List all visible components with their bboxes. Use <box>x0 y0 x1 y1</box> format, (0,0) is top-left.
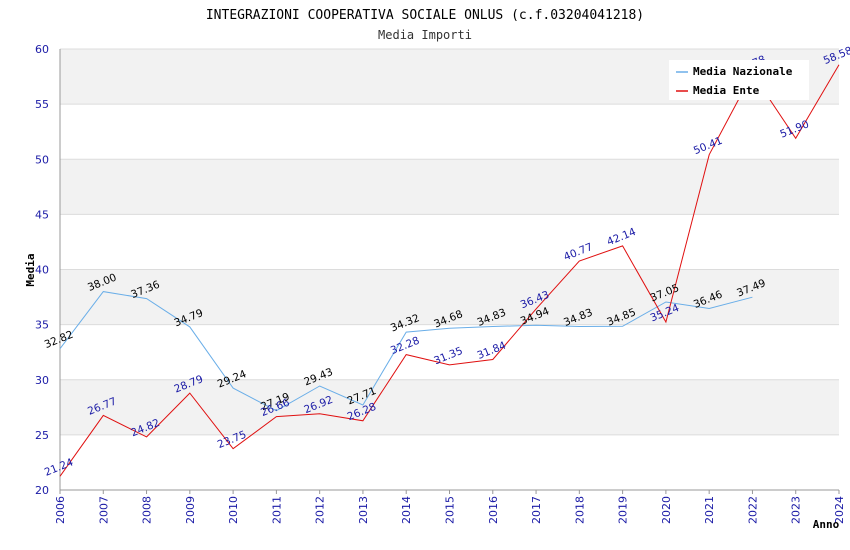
y-tick-label: 20 <box>35 484 49 497</box>
data-label: 50.41 <box>692 135 724 157</box>
legend-label-media-nazionale: Media Nazionale <box>693 65 793 78</box>
y-tick-labels: 20 25 30 35 40 45 50 55 60 <box>35 43 49 497</box>
grid-bands <box>60 49 839 435</box>
x-tick-label: 2018 <box>573 496 586 524</box>
y-tick-label: 60 <box>35 43 49 56</box>
legend-label-media-ente: Media Ente <box>693 84 760 97</box>
y-tick-label: 40 <box>35 264 49 277</box>
data-label: 32.82 <box>43 329 75 351</box>
x-tick-label: 2010 <box>227 496 240 524</box>
data-label: 42.14 <box>605 226 638 249</box>
grid-band <box>60 379 839 435</box>
data-label: 31.84 <box>475 339 508 362</box>
y-tick-label: 45 <box>35 208 49 221</box>
x-tick-label: 2012 <box>314 496 327 524</box>
chart-title: INTEGRAZIONI COOPERATIVA SOCIALE ONLUS (… <box>206 8 644 23</box>
x-tick-label: 2016 <box>487 496 500 524</box>
x-tick-label: 2011 <box>270 496 283 524</box>
x-tick-label: 2021 <box>703 496 716 524</box>
x-tick-label: 2009 <box>184 496 197 524</box>
x-axis-label: Anno <box>813 518 840 531</box>
y-tick-label: 35 <box>35 319 49 332</box>
x-tick-label: 2024 <box>833 496 846 524</box>
series-line-media-nazionale <box>59 291 753 412</box>
y-tick-label: 50 <box>35 153 49 166</box>
series-line-media-ente <box>59 64 840 477</box>
x-tick-label: 2022 <box>746 496 759 524</box>
grid-band <box>60 269 839 325</box>
grid-band <box>60 159 839 215</box>
legend: Media Nazionale Media Ente <box>669 60 809 100</box>
data-label: 21.24 <box>43 456 76 479</box>
x-tick-label: 2019 <box>617 496 630 524</box>
x-tick-labels: 2006 2007 2008 2009 2010 2011 2012 2013 2014 2015… <box>54 490 846 524</box>
x-tick-label: 2008 <box>141 496 154 524</box>
x-tick-label: 2020 <box>660 496 673 524</box>
chart-subtitle: Media Importi <box>378 28 472 42</box>
x-tick-label: 2023 <box>790 496 803 524</box>
y-tick-label: 30 <box>35 374 49 387</box>
data-label: 32.28 <box>389 335 421 357</box>
y-axis-label: Media <box>24 253 37 286</box>
legend-box <box>669 60 809 100</box>
series-lines <box>59 64 840 477</box>
y-tick-label: 25 <box>35 429 49 442</box>
x-tick-label: 2007 <box>97 496 110 524</box>
x-tick-label: 2015 <box>444 496 457 524</box>
x-tick-label: 2017 <box>530 496 543 524</box>
x-tick-label: 2014 <box>400 496 413 524</box>
x-tick-label: 2013 <box>357 496 370 524</box>
x-tick-label: 2006 <box>54 496 67 524</box>
y-tick-label: 55 <box>35 98 49 111</box>
data-label: 40.77 <box>562 241 594 263</box>
